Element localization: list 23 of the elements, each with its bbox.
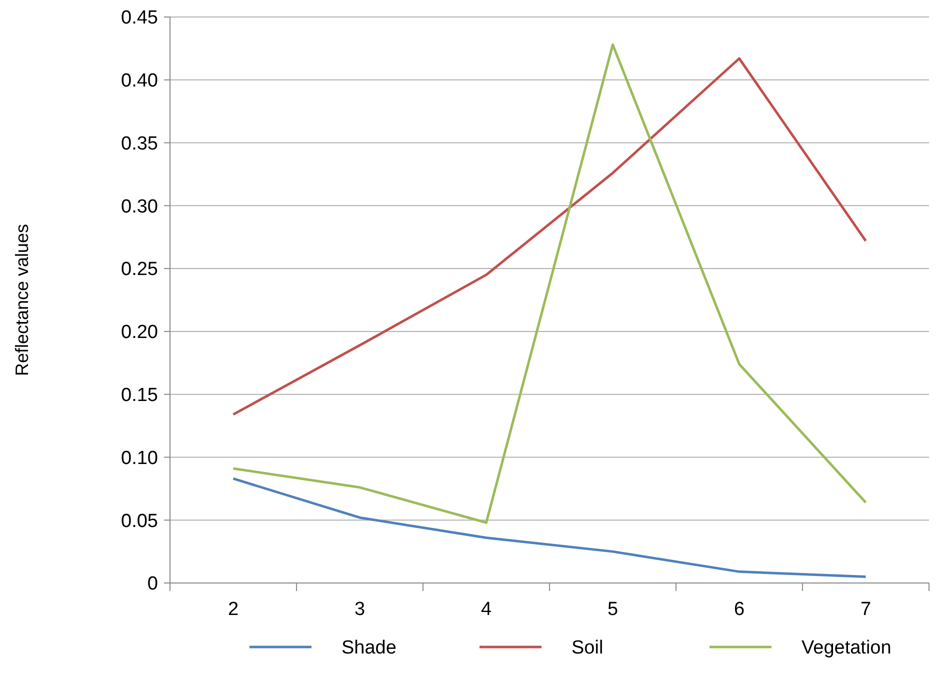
y-tick-label: 0.20 [121,322,158,344]
y-axis-title: Reflectance values [12,224,32,376]
x-tick-label: 2 [228,599,239,620]
y-tick-label: 0.25 [121,259,158,280]
x-tick-label: 6 [734,599,745,620]
line-series [232,43,867,524]
legend-label: Soil [572,638,604,659]
x-tick-label: 7 [860,599,872,620]
x-tick-label: 3 [354,599,366,620]
legend-label: Vegetation [802,638,892,659]
y-tick-label: 0.35 [121,133,158,154]
line-series [232,477,867,578]
line-series [232,57,867,416]
y-tick-label: 0.45 [121,8,158,29]
y-tick-label: 0 [147,574,158,595]
y-tick-label: 0.10 [121,448,158,469]
x-tick-label: 5 [607,599,618,620]
y-tick-label: 0.30 [121,196,158,218]
legend-label: Shade [342,638,396,659]
y-tick-label: 0.15 [121,384,158,406]
y-tick-label: 0.40 [121,70,158,92]
y-tick-label: 0.05 [121,510,158,532]
x-tick-label: 4 [480,599,492,620]
